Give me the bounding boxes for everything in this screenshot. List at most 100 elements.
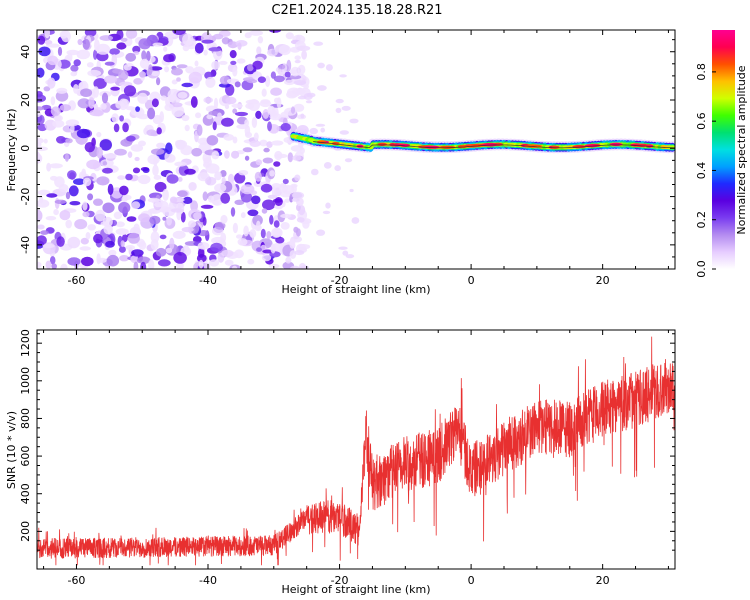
noise-blob — [137, 174, 151, 185]
noise-blob — [70, 64, 79, 72]
noise-blob — [37, 137, 44, 144]
noise-blob — [82, 38, 91, 50]
noise-blob — [221, 249, 234, 258]
noise-blob — [317, 85, 327, 91]
snr-ylabel: SNR (10 * v/v) — [5, 411, 18, 489]
noise-blob — [202, 191, 208, 201]
noise-blob — [197, 242, 210, 250]
noise-blob — [291, 184, 297, 194]
noise-blob — [119, 115, 124, 122]
noise-blob — [65, 219, 72, 229]
noise-blob — [37, 67, 45, 78]
noise-blob — [212, 121, 217, 131]
noise-blob — [131, 201, 141, 210]
noise-blob — [335, 98, 344, 104]
x-tick-label: 20 — [596, 574, 610, 587]
noise-blob — [84, 142, 96, 153]
noise-blob — [37, 235, 47, 246]
snr-x-ticks: -60 -40 -20 0 20 — [43, 330, 669, 587]
noise-blob — [255, 159, 263, 166]
noise-blob — [313, 41, 324, 46]
noise-blob — [59, 104, 71, 112]
noise-blob — [296, 45, 311, 52]
noise-blob — [111, 113, 119, 123]
noise-blob — [163, 54, 175, 63]
noise-blob — [147, 197, 160, 203]
noise-blob — [296, 217, 305, 223]
noise-blob — [80, 88, 93, 97]
noise-blob — [267, 121, 272, 132]
spectrogram-x-ticks: -60 -40 -20 0 20 — [43, 30, 669, 287]
noise-blob — [214, 221, 226, 230]
noise-blob — [156, 142, 166, 149]
noise-blob — [173, 252, 187, 264]
noise-blob — [251, 195, 261, 205]
noise-blob — [256, 247, 262, 252]
noise-blob — [275, 236, 285, 244]
x-tick-label: -20 — [331, 574, 349, 587]
noise-blob — [52, 119, 65, 128]
noise-blob — [192, 236, 202, 243]
noise-blob — [284, 71, 291, 78]
noise-blob — [137, 113, 149, 120]
noise-blob — [203, 157, 212, 167]
noise-blob — [82, 211, 90, 218]
noise-blob — [300, 113, 305, 119]
noise-blob — [208, 259, 220, 267]
noise-blob — [103, 224, 113, 235]
noise-blob — [208, 110, 219, 116]
noise-blob — [100, 103, 107, 110]
noise-blob — [290, 106, 296, 114]
noise-blob — [119, 255, 130, 262]
snr-panel: -60 -40 -20 0 20 200 400 600 800 1000 1200 Height… — [5, 329, 676, 596]
noise-blob — [190, 200, 199, 212]
noise-blob — [273, 228, 281, 238]
noise-blob — [294, 174, 301, 182]
noise-blob — [269, 214, 274, 225]
noise-blob — [127, 232, 140, 244]
noise-blob — [262, 199, 276, 211]
noise-blob — [136, 256, 151, 264]
colorbar: 0.0 0.2 0.4 0.6 0.8 Normalized spectral ampl… — [695, 30, 748, 278]
y-tick-label: 800 — [19, 408, 32, 429]
noise-blob — [139, 58, 150, 69]
noise-blob — [292, 191, 305, 199]
noise-blob — [278, 64, 286, 70]
noise-blob — [213, 97, 219, 110]
colorbar-tick-label: 0.8 — [695, 63, 708, 81]
noise-blob — [102, 161, 108, 166]
noise-blob — [64, 153, 69, 162]
noise-blob — [267, 194, 278, 199]
noise-blob — [116, 30, 124, 40]
y-tick-label: 1000 — [19, 367, 32, 395]
noise-blob — [130, 144, 144, 152]
y-tick-label: -20 — [19, 188, 32, 206]
noise-blob — [291, 88, 306, 95]
noise-blob — [320, 127, 326, 133]
noise-blob — [123, 64, 132, 71]
noise-blob — [344, 158, 353, 163]
noise-blob — [118, 246, 126, 253]
noise-blob — [105, 240, 115, 248]
noise-blob — [108, 249, 117, 256]
noise-blob — [171, 102, 183, 108]
noise-blob — [317, 62, 325, 69]
noise-blob — [125, 173, 133, 181]
noise-blob — [266, 231, 272, 239]
noise-blob — [139, 71, 147, 78]
noise-blob — [212, 33, 224, 40]
noise-blob — [122, 122, 129, 133]
noise-blob — [284, 198, 291, 203]
noise-blob — [138, 241, 147, 250]
noise-blob — [37, 106, 45, 111]
noise-blob — [67, 170, 77, 180]
noise-blob — [159, 234, 167, 240]
x-tick-label: 0 — [468, 574, 475, 587]
noise-blob — [220, 192, 231, 204]
noise-blob — [170, 208, 184, 213]
noise-blob — [293, 226, 299, 233]
noise-blob — [47, 55, 59, 66]
noise-blob — [177, 176, 183, 182]
noise-blob — [235, 111, 248, 117]
noise-blob — [240, 192, 253, 203]
